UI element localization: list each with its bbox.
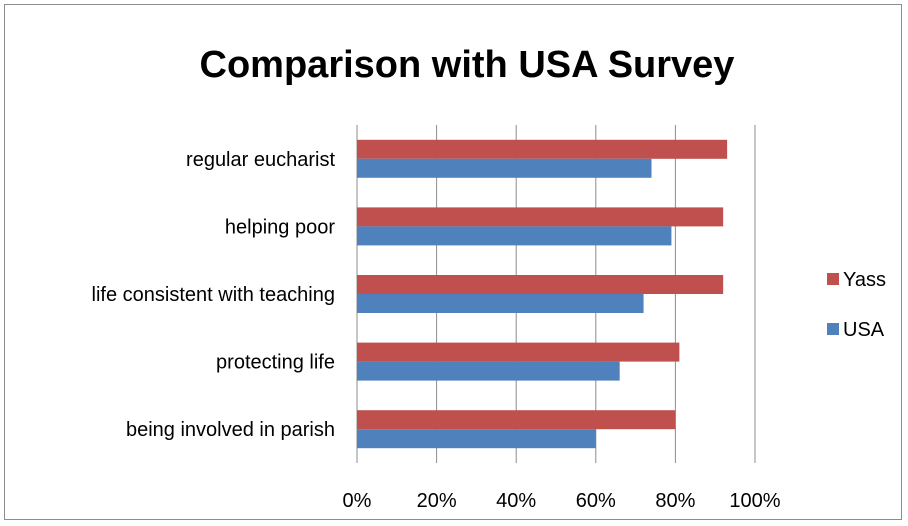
legend-swatch-yass <box>827 273 839 285</box>
bar-usa <box>357 158 652 178</box>
category-label: life consistent with teaching <box>92 284 335 306</box>
chart-title: Comparison with USA Survey <box>200 44 735 86</box>
x-tick-label: 100% <box>729 490 780 512</box>
bar-yass <box>357 410 676 430</box>
x-tick-label: 40% <box>496 490 536 512</box>
bar-usa <box>357 361 620 381</box>
x-tick-labels: 0% 20% 40% 60% 80% 100% <box>343 490 781 512</box>
legend-label-usa: USA <box>843 319 885 341</box>
x-tick-label: 20% <box>417 490 457 512</box>
bar-yass <box>357 342 680 362</box>
category-label: being involved in parish <box>126 419 335 441</box>
bar-usa <box>357 226 672 246</box>
bar-usa <box>357 294 644 313</box>
bars <box>357 139 728 449</box>
x-tick-label: 0% <box>343 490 372 512</box>
x-tick-label: 80% <box>655 490 695 512</box>
category-label: helping poor <box>225 216 335 238</box>
legend-swatch-usa <box>827 323 839 335</box>
chart-frame: Comparison with USA Survey regular eucha… <box>4 4 902 520</box>
bar-yass <box>357 207 724 227</box>
bar-chart: Comparison with USA Survey regular eucha… <box>92 44 886 512</box>
category-label: protecting life <box>216 352 335 374</box>
category-label: regular eucharist <box>186 149 335 171</box>
legend-label-yass: Yass <box>843 269 886 291</box>
x-tick-label: 60% <box>576 490 616 512</box>
category-labels: regular eucharist helping poor life consis… <box>92 149 336 441</box>
bar-yass <box>357 139 728 159</box>
legend: Yass USA <box>827 269 886 341</box>
bar-usa <box>357 429 596 449</box>
bar-yass <box>357 275 724 294</box>
